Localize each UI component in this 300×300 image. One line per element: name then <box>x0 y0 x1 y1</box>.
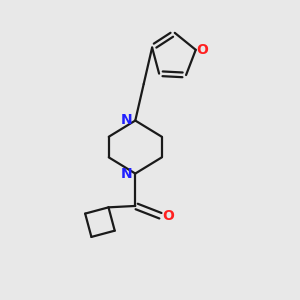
Text: O: O <box>196 43 208 57</box>
Text: N: N <box>121 113 133 127</box>
Text: O: O <box>162 209 174 223</box>
Text: N: N <box>121 167 133 181</box>
